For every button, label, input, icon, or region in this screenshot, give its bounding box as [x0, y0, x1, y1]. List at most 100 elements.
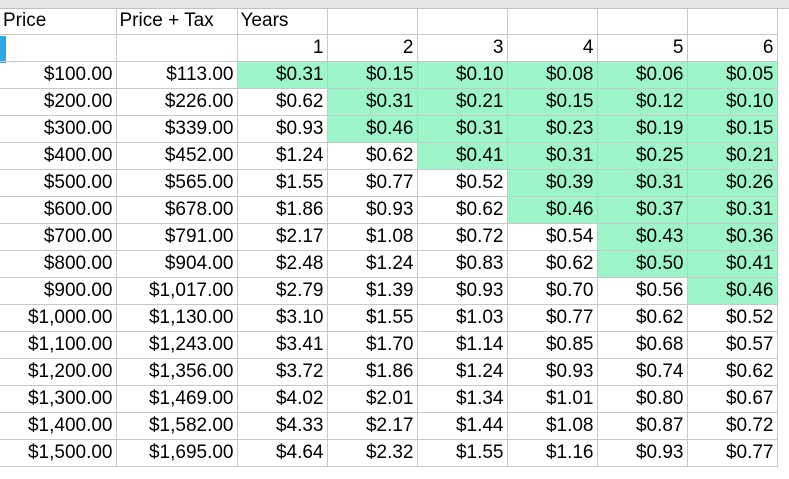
cell-year-1[interactable]: $2.79 — [237, 277, 328, 305]
cell-price[interactable]: $700.00 — [0, 223, 117, 251]
cell-year-1[interactable]: $3.10 — [237, 304, 328, 332]
cell-year-3[interactable]: $1.34 — [417, 385, 508, 413]
cell-price-tax[interactable]: $1,243.00 — [116, 331, 238, 359]
cell-year-3[interactable]: $1.44 — [417, 412, 508, 440]
cell-price-tax[interactable]: $791.00 — [116, 223, 238, 251]
cell-year-5[interactable]: $0.19 — [597, 115, 688, 143]
cell-year-6[interactable]: $0.62 — [687, 358, 778, 386]
cell-price[interactable]: $500.00 — [0, 169, 117, 197]
cell-price[interactable]: $1,200.00 — [0, 358, 117, 386]
cell-year-2[interactable]: $0.93 — [327, 196, 418, 224]
cell-year-6[interactable]: $0.10 — [687, 88, 778, 116]
cell-year-3[interactable]: $0.93 — [417, 277, 508, 305]
header-cell-year-2[interactable] — [327, 8, 418, 35]
cell-price[interactable]: $300.00 — [0, 115, 117, 143]
cell-year-4[interactable]: $0.31 — [507, 142, 598, 170]
cell-year-3[interactable]: $0.62 — [417, 196, 508, 224]
cell-year-4[interactable]: $0.85 — [507, 331, 598, 359]
cell-price-tax[interactable]: $452.00 — [116, 142, 238, 170]
cell-year-1[interactable]: $4.02 — [237, 385, 328, 413]
cell-year-6[interactable]: $0.41 — [687, 250, 778, 278]
cell-year-5[interactable]: $0.31 — [597, 169, 688, 197]
cell-price-tax[interactable]: $339.00 — [116, 115, 238, 143]
cell-price-tax[interactable]: $565.00 — [116, 169, 238, 197]
cell-year-5[interactable]: $0.37 — [597, 196, 688, 224]
cell-year-3[interactable]: $0.72 — [417, 223, 508, 251]
cell-year-4[interactable]: $1.01 — [507, 385, 598, 413]
cell-year-4[interactable]: $0.93 — [507, 358, 598, 386]
cell-year-4[interactable]: $0.46 — [507, 196, 598, 224]
cell-year-1[interactable]: $1.55 — [237, 169, 328, 197]
cell-year-6[interactable]: $0.67 — [687, 385, 778, 413]
cell-year-1[interactable]: $1.86 — [237, 196, 328, 224]
cell-price-tax[interactable]: $1,356.00 — [116, 358, 238, 386]
cell-year-1[interactable]: $0.62 — [237, 88, 328, 116]
cell-year-2[interactable]: $1.86 — [327, 358, 418, 386]
cell-year-4[interactable]: $1.16 — [507, 439, 598, 467]
year-cell-year-5[interactable]: 5 — [597, 34, 688, 62]
cell-year-4[interactable]: $0.70 — [507, 277, 598, 305]
cell-price[interactable]: $800.00 — [0, 250, 117, 278]
cell-price[interactable]: $900.00 — [0, 277, 117, 305]
cell-year-5[interactable]: $0.68 — [597, 331, 688, 359]
header-cell-year-4[interactable] — [507, 8, 598, 35]
cell-price-tax[interactable]: $1,469.00 — [116, 385, 238, 413]
cell-year-6[interactable]: $0.21 — [687, 142, 778, 170]
cell-year-2[interactable]: $1.24 — [327, 250, 418, 278]
cell-year-6[interactable]: $0.77 — [687, 439, 778, 467]
cell-year-5[interactable]: $0.80 — [597, 385, 688, 413]
year-cell-price[interactable] — [0, 34, 117, 62]
header-cell-price[interactable]: Price — [0, 8, 117, 35]
year-cell-year-4[interactable]: 4 — [507, 34, 598, 62]
header-cell-price-tax[interactable]: Price + Tax — [116, 8, 238, 35]
cell-year-3[interactable]: $0.83 — [417, 250, 508, 278]
cell-price[interactable]: $400.00 — [0, 142, 117, 170]
cell-price-tax[interactable]: $113.00 — [116, 61, 238, 89]
cell-year-4[interactable]: $0.15 — [507, 88, 598, 116]
cell-year-6[interactable]: $0.72 — [687, 412, 778, 440]
cell-year-5[interactable]: $0.56 — [597, 277, 688, 305]
cell-price-tax[interactable]: $678.00 — [116, 196, 238, 224]
header-cell-year-1[interactable]: Years — [237, 8, 328, 35]
cell-year-5[interactable]: $0.50 — [597, 250, 688, 278]
year-cell-year-1[interactable]: 1 — [237, 34, 328, 62]
cell-year-5[interactable]: $0.87 — [597, 412, 688, 440]
cell-year-1[interactable]: $1.24 — [237, 142, 328, 170]
cell-year-2[interactable]: $1.55 — [327, 304, 418, 332]
cell-price[interactable]: $1,400.00 — [0, 412, 117, 440]
cell-price-tax[interactable]: $1,582.00 — [116, 412, 238, 440]
cell-year-6[interactable]: $0.05 — [687, 61, 778, 89]
cell-price[interactable]: $600.00 — [0, 196, 117, 224]
cell-year-2[interactable]: $0.15 — [327, 61, 418, 89]
cell-price[interactable]: $1,000.00 — [0, 304, 117, 332]
year-cell-price-tax[interactable] — [116, 34, 238, 62]
cell-price-tax[interactable]: $1,130.00 — [116, 304, 238, 332]
cell-price[interactable]: $200.00 — [0, 88, 117, 116]
cell-year-1[interactable]: $3.41 — [237, 331, 328, 359]
cell-year-2[interactable]: $2.32 — [327, 439, 418, 467]
cell-year-3[interactable]: $0.41 — [417, 142, 508, 170]
cell-year-3[interactable]: $0.31 — [417, 115, 508, 143]
cell-year-5[interactable]: $0.43 — [597, 223, 688, 251]
cell-year-2[interactable]: $2.17 — [327, 412, 418, 440]
cell-year-4[interactable]: $0.39 — [507, 169, 598, 197]
cell-price[interactable]: $1,500.00 — [0, 439, 117, 467]
cell-year-4[interactable]: $0.54 — [507, 223, 598, 251]
cell-year-3[interactable]: $0.10 — [417, 61, 508, 89]
cell-year-4[interactable]: $0.62 — [507, 250, 598, 278]
cell-year-2[interactable]: $0.46 — [327, 115, 418, 143]
cell-year-3[interactable]: $1.24 — [417, 358, 508, 386]
cell-year-3[interactable]: $0.21 — [417, 88, 508, 116]
cell-year-4[interactable]: $1.08 — [507, 412, 598, 440]
cell-year-1[interactable]: $0.31 — [237, 61, 328, 89]
cell-year-4[interactable]: $0.77 — [507, 304, 598, 332]
cell-year-6[interactable]: $0.36 — [687, 223, 778, 251]
cell-year-4[interactable]: $0.08 — [507, 61, 598, 89]
year-cell-year-3[interactable]: 3 — [417, 34, 508, 62]
cell-year-2[interactable]: $1.39 — [327, 277, 418, 305]
cell-price-tax[interactable]: $904.00 — [116, 250, 238, 278]
cell-price[interactable]: $1,300.00 — [0, 385, 117, 413]
header-cell-year-3[interactable] — [417, 8, 508, 35]
cell-year-2[interactable]: $1.08 — [327, 223, 418, 251]
cell-year-2[interactable]: $1.70 — [327, 331, 418, 359]
